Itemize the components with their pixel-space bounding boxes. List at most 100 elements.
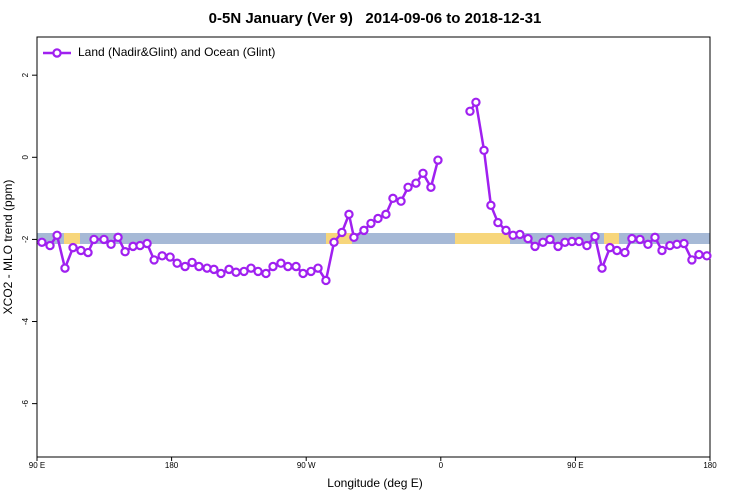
surface-band: [37, 233, 710, 244]
data-point: [268, 261, 278, 272]
data-point: [52, 230, 62, 240]
data-point: [426, 182, 436, 192]
data-point: [142, 238, 152, 249]
x-axis-label: Longitude (deg E): [327, 476, 422, 490]
data-point: [530, 241, 540, 252]
data-point: [68, 242, 78, 253]
data-point: [329, 237, 339, 247]
data-point: [373, 213, 383, 224]
data-point: [45, 240, 55, 251]
data-point: [99, 234, 109, 245]
legend-marker: [52, 48, 62, 58]
data-point: [113, 232, 123, 243]
data-point: [396, 196, 406, 206]
data-point: [149, 255, 159, 265]
data-point: [694, 249, 704, 260]
data-point: [291, 261, 301, 272]
data-point: [313, 263, 323, 273]
data-point: [687, 255, 697, 265]
y-tick-label: -4: [21, 317, 30, 325]
data-point: [553, 241, 563, 252]
data-point: [253, 266, 263, 277]
data-point: [702, 251, 712, 261]
data-point: [574, 236, 584, 247]
x-tick-label: 90 W: [297, 461, 316, 470]
data-point: [37, 237, 47, 247]
data-point: [261, 268, 271, 279]
data-point: [523, 233, 533, 244]
x-tick-label: 0: [439, 461, 444, 470]
plot-frame: [36, 36, 711, 458]
data-point: [180, 261, 190, 272]
data-point: [106, 239, 116, 250]
x-tick-label: 90 E: [567, 461, 583, 470]
data-point: [349, 232, 359, 243]
data-point: [411, 178, 421, 188]
data-point: [679, 238, 689, 249]
data-point: [515, 229, 525, 240]
data-point: [627, 233, 637, 244]
data-point: [209, 264, 219, 275]
data-point: [582, 240, 592, 251]
y-axis-label: XCO2 - MLO trend (ppm): [1, 180, 15, 315]
data-point: [120, 247, 130, 257]
data-point: [597, 263, 607, 273]
data-point: [501, 225, 511, 236]
legend-label: Land (Nadir&Glint) and Ocean (Glint): [78, 45, 275, 59]
y-tick-label: 0: [21, 155, 30, 160]
data-point: [337, 227, 347, 238]
data-point: [246, 263, 256, 273]
data-point: [418, 168, 428, 179]
data-point: [83, 247, 93, 258]
data-point: [471, 97, 481, 107]
data-point: [306, 266, 316, 277]
y-tick-label: -2: [21, 235, 30, 243]
y-tick-label: 2: [21, 72, 30, 77]
data-point: [276, 258, 286, 268]
x-tick-label: 90 E: [29, 461, 45, 470]
land-band: [455, 233, 510, 244]
data-point: [359, 225, 369, 236]
series-line: [41, 98, 708, 284]
data-point: [403, 182, 413, 192]
data-point: [231, 267, 241, 277]
data-point: [493, 217, 503, 228]
x-tick-label: 180: [703, 461, 717, 470]
data-point: [643, 239, 653, 250]
data-point: [187, 257, 197, 268]
land-band: [604, 233, 619, 244]
data-point: [635, 234, 645, 245]
ocean-band: [37, 233, 710, 244]
data-point: [381, 209, 391, 220]
data-point: [172, 258, 182, 268]
data-point: [620, 247, 630, 258]
data-point: [283, 261, 293, 272]
data-point: [486, 200, 496, 211]
data-point: [388, 193, 398, 204]
data-point: [157, 251, 167, 261]
data-point: [465, 106, 475, 117]
data-point: [165, 252, 175, 262]
data-point: [545, 234, 555, 245]
y-tick-label: -6: [21, 400, 30, 408]
data-point: [590, 231, 600, 242]
data-point: [194, 261, 204, 272]
x-tick-label: 180: [165, 461, 179, 470]
data-point: [479, 145, 489, 156]
data-point: [650, 232, 660, 243]
land-band: [326, 233, 352, 244]
data-point: [89, 234, 99, 245]
data-point: [657, 245, 667, 256]
data-point: [60, 263, 70, 273]
land-band: [64, 233, 80, 244]
data-point: [612, 245, 622, 256]
data-point: [321, 275, 331, 286]
data-point: [239, 266, 249, 277]
data-point: [366, 218, 376, 229]
data-point: [216, 268, 226, 279]
data-point: [344, 209, 354, 220]
chart-title: 0-5N January (Ver 9) 2014-09-06 to 2018-…: [209, 10, 542, 27]
data-point: [298, 268, 308, 279]
data-point: [433, 155, 443, 165]
